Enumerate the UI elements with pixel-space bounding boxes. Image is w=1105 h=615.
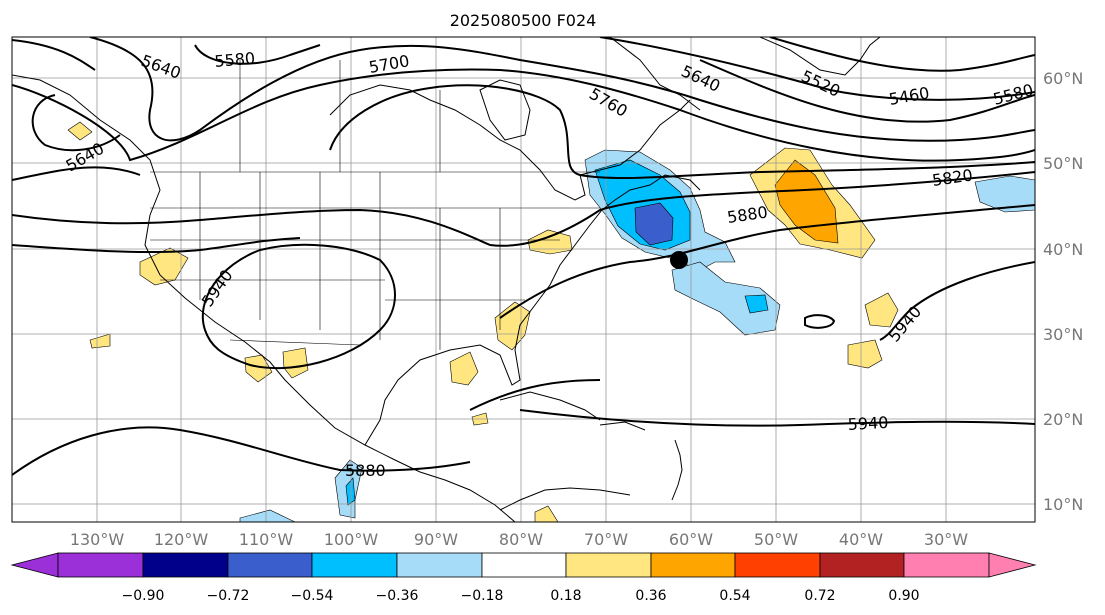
positive-anomaly-midatlantic-inner — [774, 159, 839, 244]
contour-label-5940-south: 5940 — [847, 413, 889, 434]
positive-anomaly-virginia — [527, 229, 573, 255]
lon-label: 110°W — [239, 530, 294, 549]
contour-5580 — [194, 44, 1035, 123]
baffin — [609, 37, 701, 111]
contour-5940-loop — [804, 314, 836, 329]
colorbar-segment — [650, 552, 736, 578]
colorbar-segment — [57, 552, 144, 578]
greenland — [759, 37, 881, 76]
north-america-west-coast — [12, 74, 516, 522]
south-america-north — [499, 487, 631, 511]
lon-label: 70°W — [584, 530, 628, 549]
colorbar-ticks: −0.90 −0.72 −0.54 −0.36 −0.18 0.18 0.36 … — [122, 588, 920, 604]
graticule — [12, 37, 1035, 522]
contour-5880 — [12, 204, 1035, 476]
contour-label-5880-south: 5880 — [345, 461, 386, 480]
lon-label: 90°W — [414, 530, 458, 549]
colorbar-extend-low — [10, 552, 59, 578]
hudson-bay — [479, 79, 531, 141]
lat-label: 20°N — [1043, 410, 1083, 429]
map-plot-area: 5640 5580 5700 5760 5640 5520 5460 5580 … — [12, 37, 1035, 522]
positive-anomaly-pacific — [89, 333, 111, 349]
negative-anomaly-atlantic — [671, 261, 781, 336]
colorbar-segment — [311, 552, 398, 578]
colorbar-segment — [734, 552, 821, 578]
colorbar-tick: 0.54 — [719, 588, 750, 604]
lon-label: 50°W — [754, 530, 798, 549]
colorbar-tick: 0.90 — [888, 588, 919, 604]
negative-anomaly-south-edge — [239, 509, 296, 522]
negative-anomaly-atlantic-inner — [744, 294, 769, 314]
storm-position-marker — [670, 251, 688, 269]
negative-anomaly-northeast-core — [634, 202, 674, 246]
lon-label: 130°W — [70, 530, 125, 549]
political-borders — [150, 60, 600, 350]
positive-anomaly-gulf — [449, 351, 479, 386]
lon-label: 120°W — [154, 530, 209, 549]
lat-label: 60°N — [1043, 69, 1083, 88]
lon-label: 60°W — [669, 530, 713, 549]
negative-anomaly-east — [974, 175, 1035, 213]
positive-anomaly-alaska — [67, 121, 93, 141]
colorbar-segment — [396, 552, 483, 578]
height-contours — [12, 37, 1035, 476]
colorbar-tick: 0.18 — [550, 588, 581, 604]
contour-5520 — [599, 37, 1035, 101]
colorbar-segment — [565, 552, 652, 578]
latitude-labels: 60°N 50°N 40°N 30°N 20°N 10°N — [1043, 69, 1083, 514]
positive-anomaly-atlantic-1 — [864, 292, 899, 328]
contour-5700 — [12, 68, 1035, 162]
colorbar-tick: −0.72 — [207, 588, 250, 604]
map-title: 2025080500 F024 — [450, 11, 597, 30]
colorbar-segment — [227, 552, 313, 578]
colorbar-segment — [819, 552, 905, 578]
colorbar-tick: 0.72 — [804, 588, 835, 604]
colorbar-tick: −0.90 — [122, 588, 165, 604]
contour-5820 — [12, 171, 1035, 247]
gulf-coast — [364, 174, 701, 446]
cuba — [499, 391, 601, 421]
lat-label: 50°N — [1043, 154, 1083, 173]
positive-anomaly-baja — [244, 354, 273, 383]
colorbar — [10, 552, 1037, 578]
map-frame — [11, 36, 1036, 523]
colorbar-segment — [481, 552, 567, 578]
lat-label: 10°N — [1043, 495, 1083, 514]
contour-5460 — [769, 37, 1035, 72]
colorbar-segment — [142, 552, 229, 578]
lon-label: 80°W — [499, 530, 543, 549]
contour-label-5580-north: 5580 — [214, 49, 256, 71]
longitude-labels: 130°W 120°W 110°W 100°W 90°W 80°W 70°W 6… — [70, 530, 968, 549]
contour-5640 — [12, 37, 1035, 152]
colorbar-tick: −0.36 — [376, 588, 419, 604]
lon-label: 30°W — [924, 530, 968, 549]
colorbar-segment — [903, 552, 990, 578]
lat-label: 40°N — [1043, 240, 1083, 259]
colorbar-tick: −0.18 — [461, 588, 504, 604]
positive-anomaly-mexico — [282, 347, 309, 379]
colorbar-tick: 0.36 — [635, 588, 666, 604]
lon-label: 100°W — [324, 530, 379, 549]
positive-anomaly-south — [534, 505, 559, 522]
lesser-antilles — [671, 439, 683, 501]
lon-label: 40°W — [839, 530, 883, 549]
contour-5760 — [12, 84, 1035, 181]
colorbar-extend-high — [988, 552, 1037, 578]
contour-5940 — [201, 243, 1035, 427]
hispaniola — [599, 421, 646, 431]
colorbar-tick: −0.54 — [291, 588, 334, 604]
positive-anomaly-atlantic-2 — [847, 339, 883, 369]
lat-label: 30°N — [1043, 325, 1083, 344]
